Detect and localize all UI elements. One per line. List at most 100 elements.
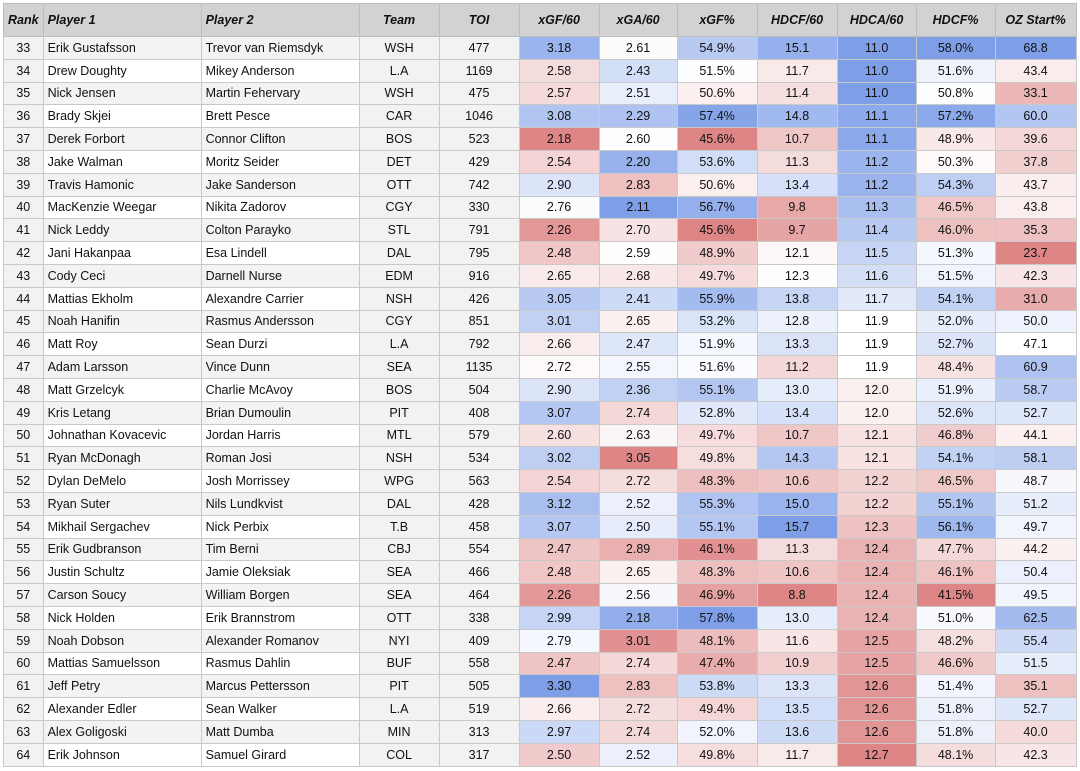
team-cell[interactable]: WSH <box>358 36 440 60</box>
hdcf-60-cell[interactable]: 13.0 <box>756 377 838 402</box>
rank-cell[interactable]: 61 <box>3 674 44 699</box>
xgf-60-cell[interactable]: 2.47 <box>518 651 600 676</box>
hdcf-pct-cell[interactable]: 50.8% <box>915 81 996 106</box>
xga-60-cell[interactable]: 2.65 <box>598 560 678 585</box>
team-cell[interactable]: L.A <box>358 58 440 83</box>
xgf-pct-cell[interactable]: 53.8% <box>676 674 758 699</box>
xgf-60-cell[interactable]: 2.26 <box>518 218 600 243</box>
toi-cell[interactable]: 563 <box>438 469 520 493</box>
xgf-pct-cell[interactable]: 57.8% <box>676 605 758 630</box>
rank-cell[interactable]: 37 <box>3 127 44 151</box>
header-hdca-60[interactable]: HDCA/60 <box>836 3 917 37</box>
player-1-cell[interactable]: Erik Gustafsson <box>42 36 202 60</box>
toi-cell[interactable]: 534 <box>438 446 520 471</box>
xgf-60-cell[interactable]: 3.07 <box>518 514 600 539</box>
oz-start-pct-cell[interactable]: 51.5 <box>994 651 1077 676</box>
toi-cell[interactable]: 409 <box>438 628 520 653</box>
hdcf-pct-cell[interactable]: 51.9% <box>915 377 996 402</box>
xgf-pct-cell[interactable]: 52.8% <box>676 400 758 425</box>
player-1-cell[interactable]: MacKenzie Weegar <box>42 195 202 220</box>
player-2-cell[interactable]: Colton Parayko <box>200 218 360 243</box>
xgf-pct-cell[interactable]: 49.8% <box>676 742 758 767</box>
xgf-60-cell[interactable]: 3.08 <box>518 104 600 129</box>
toi-cell[interactable]: 554 <box>438 537 520 562</box>
xga-60-cell[interactable]: 2.61 <box>598 36 678 60</box>
xgf-pct-cell[interactable]: 51.9% <box>676 332 758 357</box>
toi-cell[interactable]: 458 <box>438 514 520 539</box>
hdca-60-cell[interactable]: 11.2 <box>836 172 917 197</box>
oz-start-pct-cell[interactable]: 49.5 <box>994 583 1077 607</box>
hdca-60-cell[interactable]: 12.6 <box>836 674 917 699</box>
player-1-cell[interactable]: Derek Forbort <box>42 127 202 151</box>
oz-start-pct-cell[interactable]: 47.1 <box>994 332 1077 357</box>
oz-start-pct-cell[interactable]: 43.7 <box>994 172 1077 197</box>
player-2-cell[interactable]: Trevor van Riemsdyk <box>200 36 360 60</box>
rank-cell[interactable]: 38 <box>3 149 44 174</box>
hdcf-pct-cell[interactable]: 46.8% <box>915 423 996 448</box>
xga-60-cell[interactable]: 3.01 <box>598 628 678 653</box>
toi-cell[interactable]: 428 <box>438 491 520 516</box>
hdca-60-cell[interactable]: 12.0 <box>836 377 917 402</box>
hdca-60-cell[interactable]: 12.0 <box>836 400 917 425</box>
header-player-1[interactable]: Player 1 <box>42 3 202 37</box>
toi-cell[interactable]: 477 <box>438 36 520 60</box>
oz-start-pct-cell[interactable]: 55.4 <box>994 628 1077 653</box>
player-2-cell[interactable]: Brian Dumoulin <box>200 400 360 425</box>
hdcf-pct-cell[interactable]: 46.0% <box>915 218 996 243</box>
player-2-cell[interactable]: Sean Walker <box>200 697 360 721</box>
toi-cell[interactable]: 1169 <box>438 58 520 83</box>
team-cell[interactable]: MTL <box>358 423 440 448</box>
player-1-cell[interactable]: Justin Schultz <box>42 560 202 585</box>
hdca-60-cell[interactable]: 11.1 <box>836 104 917 129</box>
xgf-60-cell[interactable]: 2.57 <box>518 81 600 106</box>
hdca-60-cell[interactable]: 11.7 <box>836 286 917 311</box>
player-2-cell[interactable]: Esa Lindell <box>200 241 360 265</box>
oz-start-pct-cell[interactable]: 33.1 <box>994 81 1077 106</box>
hdcf-pct-cell[interactable]: 56.1% <box>915 514 996 539</box>
hdcf-60-cell[interactable]: 13.6 <box>756 719 838 744</box>
rank-cell[interactable]: 45 <box>3 309 44 334</box>
hdcf-60-cell[interactable]: 15.7 <box>756 514 838 539</box>
team-cell[interactable]: EDM <box>358 263 440 288</box>
hdcf-pct-cell[interactable]: 46.1% <box>915 560 996 585</box>
toi-cell[interactable]: 792 <box>438 332 520 357</box>
hdcf-60-cell[interactable]: 14.8 <box>756 104 838 129</box>
xgf-60-cell[interactable]: 2.26 <box>518 583 600 607</box>
hdcf-pct-cell[interactable]: 47.7% <box>915 537 996 562</box>
team-cell[interactable]: BUF <box>358 651 440 676</box>
player-2-cell[interactable]: Charlie McAvoy <box>200 377 360 402</box>
xgf-60-cell[interactable]: 2.76 <box>518 195 600 220</box>
player-2-cell[interactable]: Mikey Anderson <box>200 58 360 83</box>
toi-cell[interactable]: 795 <box>438 241 520 265</box>
xgf-60-cell[interactable]: 2.60 <box>518 423 600 448</box>
hdcf-pct-cell[interactable]: 46.6% <box>915 651 996 676</box>
oz-start-pct-cell[interactable]: 49.7 <box>994 514 1077 539</box>
rank-cell[interactable]: 41 <box>3 218 44 243</box>
xgf-pct-cell[interactable]: 49.7% <box>676 423 758 448</box>
hdcf-60-cell[interactable]: 13.0 <box>756 605 838 630</box>
hdcf-pct-cell[interactable]: 46.5% <box>915 469 996 493</box>
rank-cell[interactable]: 53 <box>3 491 44 516</box>
player-1-cell[interactable]: Nick Jensen <box>42 81 202 106</box>
team-cell[interactable]: CAR <box>358 104 440 129</box>
player-2-cell[interactable]: Samuel Girard <box>200 742 360 767</box>
toi-cell[interactable]: 466 <box>438 560 520 585</box>
hdcf-pct-cell[interactable]: 55.1% <box>915 491 996 516</box>
hdcf-60-cell[interactable]: 11.7 <box>756 742 838 767</box>
rank-cell[interactable]: 59 <box>3 628 44 653</box>
toi-cell[interactable]: 519 <box>438 697 520 721</box>
xgf-pct-cell[interactable]: 55.1% <box>676 377 758 402</box>
player-2-cell[interactable]: Tim Berni <box>200 537 360 562</box>
player-1-cell[interactable]: Alex Goligoski <box>42 719 202 744</box>
hdcf-pct-cell[interactable]: 57.2% <box>915 104 996 129</box>
team-cell[interactable]: BOS <box>358 377 440 402</box>
team-cell[interactable]: STL <box>358 218 440 243</box>
hdca-60-cell[interactable]: 12.4 <box>836 583 917 607</box>
toi-cell[interactable]: 851 <box>438 309 520 334</box>
team-cell[interactable]: CGY <box>358 309 440 334</box>
xgf-60-cell[interactable]: 2.90 <box>518 172 600 197</box>
player-1-cell[interactable]: Dylan DeMelo <box>42 469 202 493</box>
rank-cell[interactable]: 35 <box>3 81 44 106</box>
team-cell[interactable]: CBJ <box>358 537 440 562</box>
hdca-60-cell[interactable]: 12.2 <box>836 491 917 516</box>
